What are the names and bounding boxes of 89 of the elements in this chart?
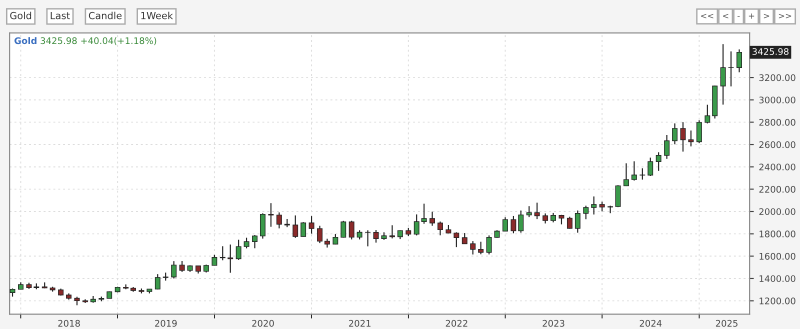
- candlestick: [591, 196, 597, 216]
- candlestick: [228, 244, 234, 274]
- x-tick-label: 2020: [252, 320, 274, 327]
- candlestick: [550, 212, 556, 223]
- candlestick: [486, 234, 492, 255]
- candlestick: [454, 232, 460, 248]
- candlestick: [510, 215, 516, 234]
- candlestick: [720, 44, 726, 106]
- candlestick: [574, 210, 580, 234]
- candlestick: [308, 216, 314, 234]
- candlestick: [236, 239, 242, 260]
- text: -: [738, 16, 740, 17]
- y-tick-label: 2000.00: [759, 208, 796, 216]
- candlestick: [340, 220, 346, 238]
- annotation: 3425.98: [752, 48, 789, 55]
- candlestick: [430, 211, 436, 226]
- text: Gold: [10, 12, 32, 20]
- candlestick: [623, 162, 629, 187]
- candlestick: [583, 205, 589, 220]
- candlestick: [664, 134, 670, 160]
- candlestick: [736, 48, 742, 73]
- candlestick: [534, 202, 540, 220]
- candlestick: [437, 220, 443, 236]
- y-tick-label: 1400.00: [760, 275, 796, 282]
- y-tick-label: 2400.00: [759, 164, 796, 170]
- chart-subtitle: 3425.98 +40.04(+1.18%): [40, 37, 156, 46]
- candlestick: [704, 104, 710, 124]
- candlestick: [640, 168, 646, 180]
- candlestick: [518, 210, 524, 234]
- y-tick-label: 1200.00: [760, 298, 796, 304]
- y-tick-label: 2800.00: [759, 118, 796, 126]
- candlestick: [212, 254, 218, 266]
- candlestick: [680, 122, 686, 152]
- text: +: [748, 14, 754, 19]
- candlestick: [470, 240, 476, 256]
- candlestick: [260, 212, 266, 240]
- y-tick-label: 3200.00: [759, 74, 796, 82]
- y-tick-label: 2200.00: [759, 186, 796, 193]
- candlestick: [244, 237, 250, 249]
- chart-title: Gold: [14, 37, 36, 44]
- x-tick-label: 2023: [542, 320, 564, 327]
- x-tick-label: 2025: [716, 320, 738, 327]
- candlestick: [171, 260, 177, 280]
- candlestick: [414, 214, 420, 236]
- y-tick-label: 1600.00: [760, 252, 796, 260]
- candlestick: [317, 225, 323, 244]
- text: <<: [701, 14, 714, 18]
- candlestick: [656, 152, 662, 172]
- y-tick-label: 3000.00: [759, 96, 796, 104]
- candlestick: [292, 214, 298, 238]
- candlestick: [348, 220, 354, 240]
- x-tick-label: 2022: [446, 320, 468, 327]
- candlestick: [179, 260, 185, 272]
- y-tick-label: 2600.00: [759, 141, 796, 148]
- candlestick: [631, 160, 637, 182]
- candlestick: [648, 157, 654, 177]
- candlestick: [300, 222, 306, 238]
- text: 1Week: [141, 12, 174, 20]
- candlestick: [615, 184, 621, 208]
- candlestick: [252, 234, 258, 249]
- text: <: [723, 14, 728, 18]
- candlestick: [672, 122, 678, 145]
- candlestick: [608, 205, 614, 214]
- x-tick-label: 2024: [640, 320, 662, 327]
- text: >>: [778, 14, 792, 18]
- candlestick: [688, 130, 694, 147]
- candlestick: [502, 216, 508, 232]
- y-tick-label: 1800.00: [760, 230, 796, 238]
- candlestick: [728, 50, 734, 87]
- candlestick: [154, 274, 160, 290]
- candlestick: [696, 120, 702, 144]
- candlestick: [276, 212, 282, 229]
- candlestick: [356, 230, 362, 240]
- candlestick: [389, 224, 395, 239]
- x-tick-label: 2021: [349, 320, 370, 327]
- candlestick: [268, 202, 274, 228]
- candlestick: [220, 246, 226, 261]
- text: Last: [50, 12, 70, 20]
- text: Candle: [88, 12, 122, 20]
- candlestick: [421, 203, 427, 224]
- candlestick: [599, 201, 605, 212]
- candlestick: [373, 229, 379, 244]
- candlestick: [526, 206, 532, 218]
- candlestick: [478, 241, 484, 255]
- text: >: [764, 14, 770, 18]
- candlestick: [542, 212, 548, 224]
- x-tick-label: 2018: [58, 320, 80, 327]
- candlestick: [462, 232, 468, 244]
- x-tick-label: 2019: [155, 320, 177, 327]
